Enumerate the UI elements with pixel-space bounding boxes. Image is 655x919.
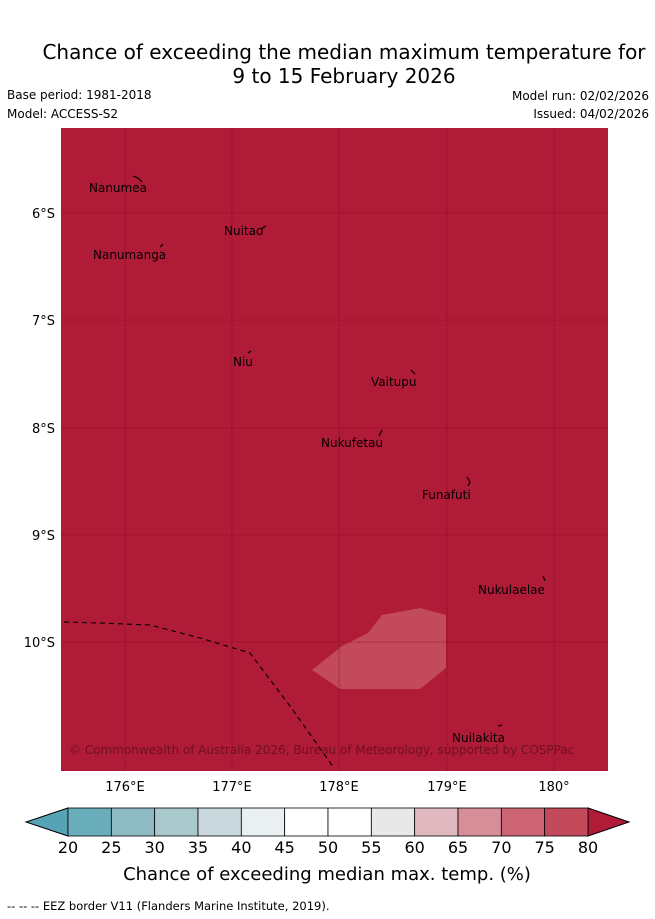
colorbar-tick-35: 35 [188,838,208,857]
lon-label-176e: 176°E [105,780,145,795]
colorbar-tick-75: 75 [534,838,554,857]
place-label-nuitao: Nuitao [224,224,263,238]
colorbar-segment-70-75 [500,807,546,837]
map-title: Chance of exceeding the median maximum t… [0,40,655,88]
forecast-map: Nanumea Nuitao Nanumanga Niu Vaitupu Nuk… [24,128,631,885]
place-label-nukufetau: Nukufetau [321,436,383,450]
colorbar-tick-45: 45 [274,838,294,857]
colorbar-tick-65: 65 [448,838,468,857]
colorbar-label: Chance of exceeding median max. temp. (%… [123,864,531,885]
colorbar-tick-20: 20 [58,838,78,857]
island-nanumea [132,175,143,183]
eez-legend: -- -- -- EEZ border V11 (Flanders Marine… [7,899,330,913]
lon-label-177e: 177°E [212,780,252,795]
colorbar-segment-65-70 [457,807,502,837]
colorbar: 20 25 30 35 40 45 50 55 60 65 70 75 80 [24,807,631,857]
island-vaitupu [410,369,416,375]
island-nuilakita [497,724,503,727]
colorbar-segment-75-80 [544,807,589,837]
colorbar-segment-55-60 [370,807,416,837]
colorbar-tick-50: 50 [318,838,338,857]
lat-label-8s: 8°S [32,422,55,437]
lat-label-10s: 10°S [24,636,55,651]
lon-label-179e: 179°E [427,780,467,795]
place-label-nukulaelae: Nukulaelae [478,583,545,597]
issued-date: Issued: 04/02/2026 [533,107,649,121]
colorbar-segment-60-65 [414,807,459,837]
place-label-niu: Niu [233,355,253,369]
colorbar-segment-50-55 [327,807,372,837]
colorbar-over-arrow [587,807,631,837]
lat-label-9s: 9°S [32,529,55,544]
base-period: Base period: 1981-2018 [7,88,152,102]
island-funafuti [466,476,471,487]
colorbar-segment-20-25 [67,807,112,837]
colorbar-segment-25-30 [110,807,156,837]
lon-label-178e: 178°E [319,780,359,795]
lat-label-6s: 6°S [32,207,55,222]
island-nukufetau [378,429,383,437]
colorbar-segment-30-35 [154,807,199,837]
copyright-notice: © Commonwealth of Australia 2026, Bureau… [69,743,574,757]
title-line-2: 9 to 15 February 2026 [232,64,456,88]
model-run: Model run: 02/02/2026 [511,89,649,103]
colorbar-tick-40: 40 [231,838,251,857]
model-name: Model: ACCESS-S2 [7,107,119,121]
place-label-funafuti: Funafuti [422,488,471,502]
place-label-nuilakita: Nuilakita [452,731,505,745]
colorbar-segment-45-50 [284,807,329,837]
lat-label-7s: 7°S [32,314,55,329]
colorbar-segment-35-40 [197,807,242,837]
probability-region-75-80 [312,608,446,689]
eez-border-line [63,621,335,769]
title-line-1: Chance of exceeding the median maximum t… [42,40,646,64]
colorbar-tick-80: 80 [578,838,598,857]
place-label-nanumea: Nanumea [89,181,147,195]
colorbar-tick-25: 25 [101,838,121,857]
place-label-vaitupu: Vaitupu [371,375,417,389]
island-nanumanga [159,243,164,248]
place-label-nanumanga: Nanumanga [93,248,166,262]
lon-label-180: 180° [538,780,569,795]
island-niu [247,350,252,354]
colorbar-under-arrow [24,807,69,837]
islands [132,175,546,727]
island-nukulaelae [542,575,546,582]
colorbar-tick-30: 30 [144,838,164,857]
colorbar-tick-55: 55 [361,838,381,857]
colorbar-tick-60: 60 [404,838,424,857]
colorbar-tick-70: 70 [491,838,511,857]
island-nuitao [260,225,267,230]
colorbar-segment-40-45 [240,807,286,837]
